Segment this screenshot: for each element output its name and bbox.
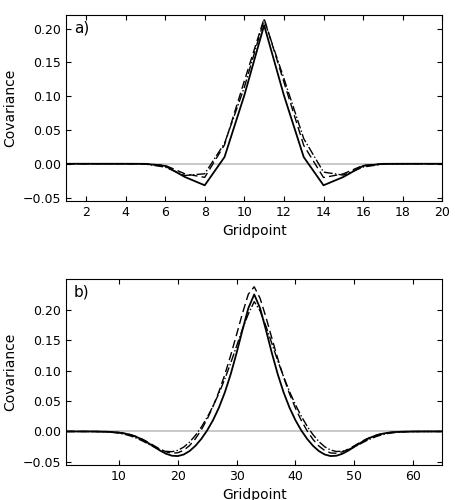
X-axis label: Gridpoint: Gridpoint xyxy=(222,488,286,500)
Text: a): a) xyxy=(74,20,89,36)
Y-axis label: Covariance: Covariance xyxy=(3,69,17,147)
Text: b): b) xyxy=(74,284,89,300)
Y-axis label: Covariance: Covariance xyxy=(3,333,17,411)
X-axis label: Gridpoint: Gridpoint xyxy=(222,224,286,238)
